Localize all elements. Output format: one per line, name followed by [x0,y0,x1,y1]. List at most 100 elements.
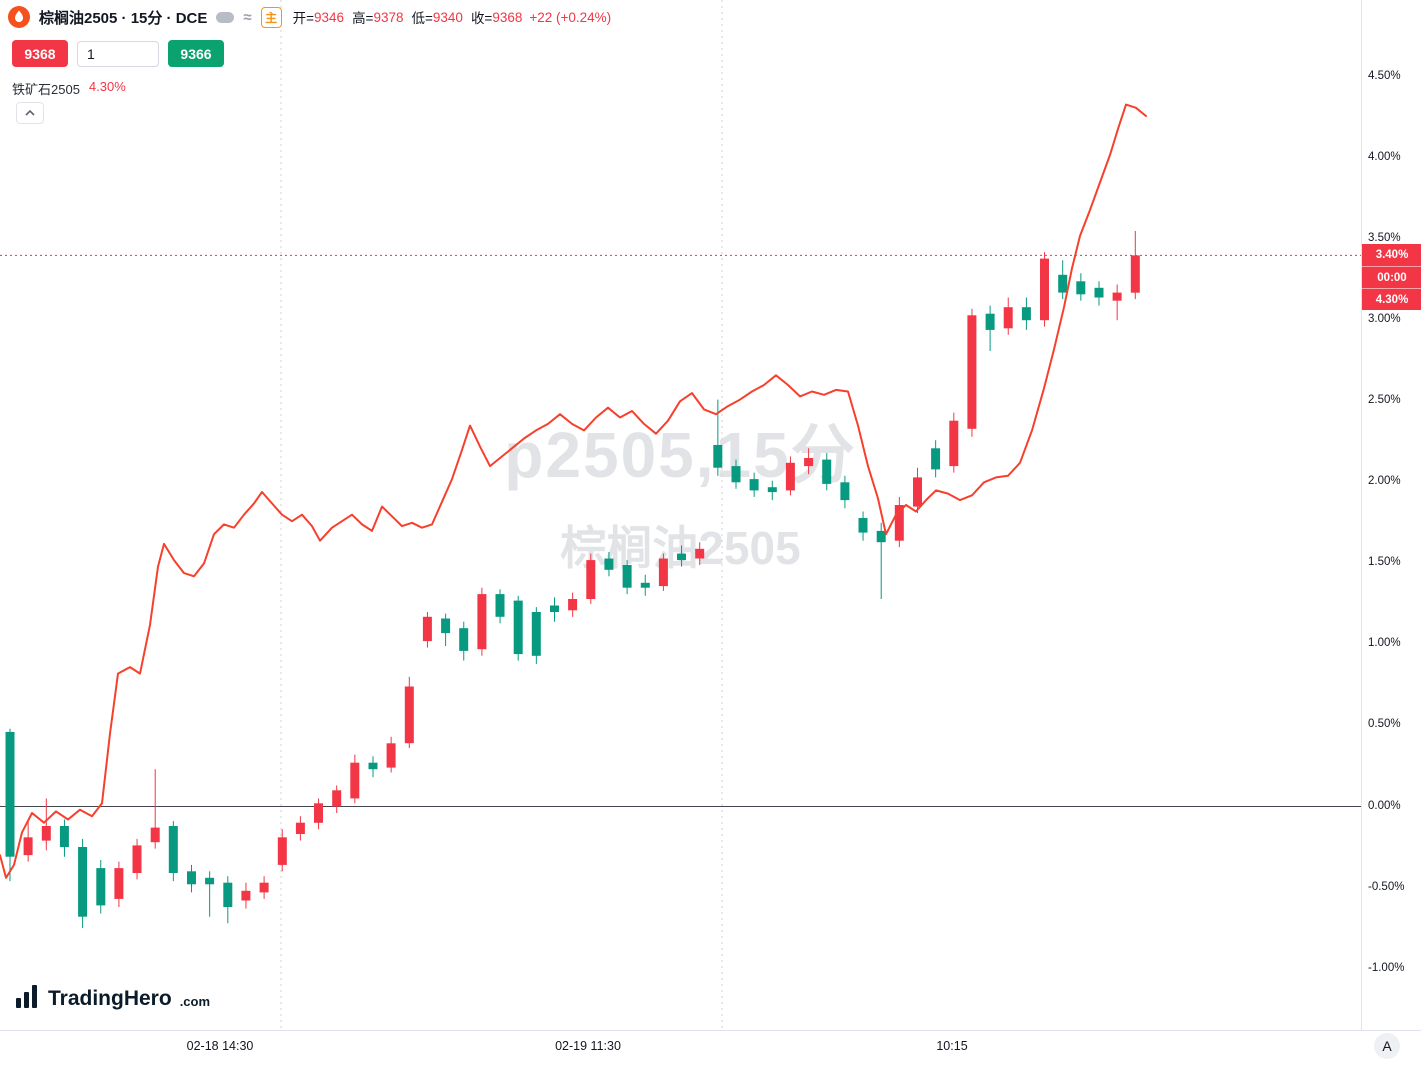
candle-body [187,871,196,885]
candle-body [822,459,832,484]
candle-body [913,477,922,507]
low-value: 9340 [432,9,463,25]
candle-body [1130,255,1140,293]
candle-body [876,530,886,543]
candle-body [858,518,868,533]
change-value: +22 (+0.24%) [529,9,612,25]
candle-body [404,686,414,744]
candle-body [749,479,759,491]
candle-body [23,837,33,856]
candle-body [695,548,705,559]
price-chart-canvas[interactable] [0,0,1361,1030]
candle-body [1021,307,1031,321]
price-axis-tick: 0.00% [1368,799,1401,812]
price-axis-tick: 1.00% [1368,637,1401,650]
candle-body [949,420,959,467]
candle-body [513,600,523,655]
candle-body [767,487,777,493]
candle-body [168,826,178,873]
buy-price-button[interactable]: 9366 [168,40,224,67]
sell-price-button[interactable]: 9368 [12,40,68,67]
overlay-line [0,103,1147,879]
price-axis-tick: -0.50% [1368,880,1405,893]
candle-body [785,462,795,491]
candle-body [132,845,142,873]
candle-body [550,605,559,612]
overlay-series-legend: 铁矿石2505 4.30% [12,79,126,98]
candle-body [967,315,977,429]
candle-body [1094,287,1104,298]
candle-body [5,731,15,857]
overlay-series-name: 铁矿石2505 [12,82,80,97]
candle-body [531,612,541,656]
brand-name: TradingHero [48,987,172,1010]
price-axis-tick: 3.50% [1368,232,1401,245]
price-axis-tick: 4.50% [1368,70,1401,83]
time-axis-tick: 02-19 11:30 [555,1039,621,1053]
chart-area[interactable]: p2505,15分 棕榈油2505 [0,0,1361,1030]
candle-body [241,890,251,901]
tradinghero-brand: TradingHero .com [14,983,210,1009]
candle-body [477,594,487,650]
candle-body [277,837,287,865]
symbol-legend: 棕榈油2505 · 15分 · DCE ≈ 主 开= 9346 高= 9378 低=… [8,6,611,28]
candle-body [441,618,451,634]
candle-body [350,762,360,799]
close-label: 收= [470,11,493,26]
candle-body [931,448,941,470]
ohlc-toggle-icon[interactable] [216,11,235,23]
overlay-series-value: 4.30% [88,79,126,94]
candle-body [495,594,505,617]
candle-body [368,762,378,770]
price-axis-tick: 2.50% [1368,394,1401,407]
candle-body [223,882,233,907]
ohlc-readout: 开= 9346 高= 9378 低= 9340 收= 9368 +22 (+0.24%) [291,7,612,27]
candle-body [314,803,323,823]
collapse-panel-button[interactable] [16,102,44,124]
a-button[interactable]: A [1374,1033,1400,1059]
bar-countdown-badge: 00:00 [1362,266,1421,288]
time-axis-tick: 02-18 14:30 [186,1039,254,1053]
main-chart-badge[interactable]: 主 [260,6,282,28]
candle-body [78,847,88,917]
brand-suffix: .com [179,994,211,1009]
close-value: 9368 [492,9,523,25]
candle-body [205,877,215,885]
candle-body [840,482,850,501]
candle-body [713,445,723,468]
candle-body [985,313,995,330]
price-axis-tick: 4.00% [1368,151,1401,164]
time-axis-tick: 10:15 [936,1039,968,1053]
open-value: 9346 [314,9,345,25]
candle-body [1112,292,1122,301]
quantity-input[interactable] [77,40,159,67]
price-axis-badges: 3.40% 00:00 4.30% [1362,244,1421,310]
candle-body [1058,274,1068,293]
time-axis[interactable]: 02-18 14:30 02-19 11:30 10:15 [0,1030,1421,1066]
price-axis-tick: 3.00% [1368,313,1401,326]
price-axis[interactable]: 4.50% 4.00% 3.50% 3.00% 2.50% 2.00% 1.50% 1.00%… [1361,0,1421,1030]
candle-body [259,882,269,893]
watermark-name: 棕榈油2505 [560,522,801,574]
last-price-badge: 3.40% [1362,244,1421,266]
candle-body [422,616,432,642]
symbol-title: 棕榈油2505 · 15分 · DCE [39,9,208,27]
candle-body [640,582,650,588]
candle-body [1040,258,1049,321]
watermark-symbol: p2505,15分 [504,419,857,491]
candle-body [295,822,305,834]
price-axis-tick: 2.00% [1368,475,1401,488]
candle-body [386,743,396,768]
wave-icon[interactable]: ≈ [243,8,252,26]
tradinghero-logo-icon [8,6,30,28]
candle-body [1076,281,1086,295]
candle-body [59,826,69,848]
candle-body [568,599,578,611]
candle-body [332,790,342,807]
candle-body [658,558,668,587]
price-axis-tick: 1.50% [1368,556,1401,569]
quick-trade-panel: 9368 9366 [12,40,224,67]
open-label: 开= [292,11,315,26]
candle-body [677,553,686,561]
